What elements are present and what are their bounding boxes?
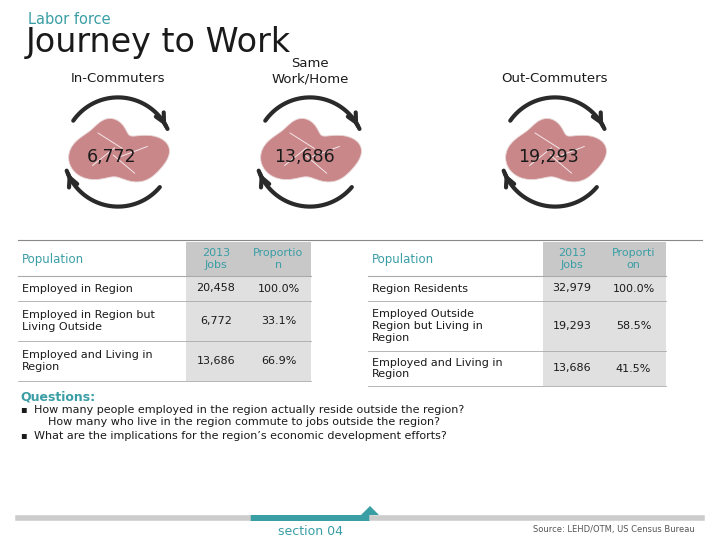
Polygon shape <box>261 118 361 182</box>
Bar <box>246 242 311 276</box>
Bar <box>186 301 246 341</box>
Text: Employed and Living in
Region: Employed and Living in Region <box>22 350 153 372</box>
Text: Proporti
on: Proporti on <box>612 248 655 270</box>
Text: 19,293: 19,293 <box>552 321 591 331</box>
Text: 32,979: 32,979 <box>552 284 592 294</box>
Bar <box>543 242 601 276</box>
Text: Proportio
n: Proportio n <box>253 248 304 270</box>
Text: 100.0%: 100.0% <box>257 284 300 294</box>
Text: In-Commuters: In-Commuters <box>71 72 166 85</box>
Text: 6,772: 6,772 <box>200 316 232 326</box>
Text: 13,686: 13,686 <box>197 356 235 366</box>
Text: 66.9%: 66.9% <box>261 356 296 366</box>
Text: Same
Work/Home: Same Work/Home <box>271 57 348 85</box>
Bar <box>543 276 601 301</box>
Bar <box>186 276 246 301</box>
Polygon shape <box>68 118 169 182</box>
Text: 6,772: 6,772 <box>87 148 137 166</box>
Bar <box>543 301 601 351</box>
Text: 58.5%: 58.5% <box>616 321 651 331</box>
Text: ▪: ▪ <box>20 404 27 414</box>
Text: ▪: ▪ <box>20 430 27 440</box>
Bar <box>246 301 311 341</box>
Text: Employed in Region but
Living Outside: Employed in Region but Living Outside <box>22 310 155 332</box>
Polygon shape <box>361 506 379 515</box>
Bar <box>601 301 666 351</box>
Bar <box>246 341 311 381</box>
Text: Journey to Work: Journey to Work <box>26 26 291 59</box>
Bar <box>543 351 601 386</box>
Text: section 04: section 04 <box>277 525 343 538</box>
Text: 2013
Jobs: 2013 Jobs <box>202 248 230 270</box>
Bar <box>186 242 246 276</box>
Bar <box>186 341 246 381</box>
Text: What are the implications for the region’s economic development efforts?: What are the implications for the region… <box>34 431 446 441</box>
Text: Population: Population <box>22 253 84 266</box>
Text: Region Residents: Region Residents <box>372 284 468 294</box>
Bar <box>601 351 666 386</box>
Bar <box>601 276 666 301</box>
Bar <box>601 242 666 276</box>
Text: Labor force: Labor force <box>28 12 111 27</box>
Text: Employed in Region: Employed in Region <box>22 284 133 294</box>
Text: 19,293: 19,293 <box>518 148 580 166</box>
Text: Questions:: Questions: <box>20 390 95 403</box>
Text: 41.5%: 41.5% <box>616 363 651 374</box>
Bar <box>246 276 311 301</box>
Text: Source: LEHD/OTM, US Census Bureau: Source: LEHD/OTM, US Census Bureau <box>534 525 695 534</box>
Text: 13,686: 13,686 <box>553 363 591 374</box>
Text: 2013
Jobs: 2013 Jobs <box>558 248 586 270</box>
Text: 13,686: 13,686 <box>274 148 334 166</box>
Text: 20,458: 20,458 <box>197 284 235 294</box>
Text: Out-Commuters: Out-Commuters <box>502 72 608 85</box>
Text: How many people employed in the region actually reside outside the region?
    H: How many people employed in the region a… <box>34 405 464 427</box>
Text: 100.0%: 100.0% <box>613 284 654 294</box>
Bar <box>250 515 370 521</box>
Text: Employed and Living in
Region: Employed and Living in Region <box>372 357 503 379</box>
Polygon shape <box>505 118 606 182</box>
Text: Employed Outside
Region but Living in
Region: Employed Outside Region but Living in Re… <box>372 309 483 342</box>
Text: Population: Population <box>372 253 434 266</box>
Text: 33.1%: 33.1% <box>261 316 296 326</box>
